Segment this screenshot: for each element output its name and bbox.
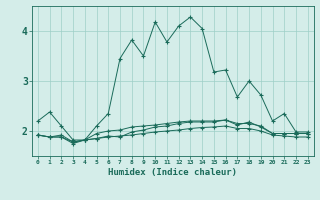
X-axis label: Humidex (Indice chaleur): Humidex (Indice chaleur) xyxy=(108,168,237,177)
